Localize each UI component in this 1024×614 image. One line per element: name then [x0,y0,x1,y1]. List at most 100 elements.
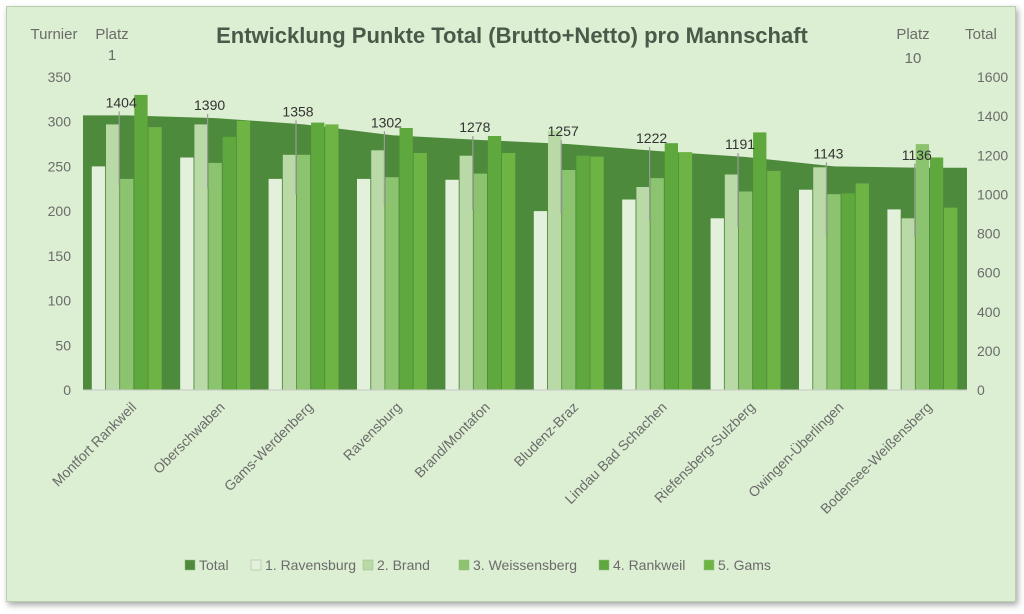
bar [738,191,753,390]
last-place-title: Platz [896,26,929,43]
bar [548,130,562,390]
right-axis: 0 200 400 600 800 1000 1200 1400 1600 [977,69,1008,398]
total-data-label: 1257 [548,123,579,139]
right-axis-tick-label: 600 [977,265,1001,281]
right-axis-tick-label: 1000 [977,186,1008,202]
bar [502,153,516,390]
legend-label: 2. Brand [377,557,430,573]
left-axis-tick-label: 50 [55,337,71,353]
total-data-label: 1222 [636,130,667,146]
category-labels: Montfort Rankweil OberschwabenGams-Werden… [49,398,935,517]
bars-layer [91,94,958,391]
total-data-label: 1358 [282,103,313,119]
bar [413,153,427,390]
bar [385,177,399,390]
category-label: Brand/Montafon [411,399,493,481]
bar [813,167,827,390]
bar [533,211,548,390]
bar [915,144,929,390]
total-data-label: 1136 [902,147,932,163]
bar [753,132,767,390]
bar [576,155,590,390]
bar [268,178,282,390]
bar [590,156,604,390]
first-place-value: 1 [108,47,116,64]
bar [445,179,459,390]
left-axis-tick-label: 150 [48,248,72,264]
chart-svg: 1404 1390 1358 1302 1278 1257 1222 1191 1143 1136… [31,23,1009,573]
bar [296,154,311,390]
bar [855,183,869,390]
category-label: Riefensberg-Sulzberg [651,399,758,506]
bar [459,155,473,390]
bar [944,207,958,390]
legend-swatch [184,559,196,571]
left-axis-tick-label: 350 [48,69,72,85]
legend-label: 5. Gams [718,557,771,573]
bar [282,154,297,390]
bar [134,94,148,391]
total-data-label: 1302 [371,114,402,130]
bar [222,136,236,390]
right-axis-tick-label: 1200 [977,147,1008,163]
bar [120,178,134,390]
bar [562,170,576,390]
bar [929,157,944,390]
left-corner-label: Turnier [31,26,78,43]
total-data-label: 1278 [459,119,490,135]
total-labels-layer: 1404 1390 1358 1302 1278 1257 1222 1191 1143 1136 [106,94,932,162]
bar [180,157,194,390]
left-axis: 0 50 100 150 200 250 300 350 [48,69,72,398]
bar [678,152,693,390]
right-axis-tick-label: 0 [977,382,985,398]
bar [887,209,901,390]
total-data-label: 1191 [725,136,755,152]
bar [710,218,724,390]
leader-lines-layer [118,111,916,238]
total-data-label: 1143 [813,145,843,161]
bar [901,218,915,390]
bar [91,166,106,390]
bar [487,136,502,390]
bar [664,143,678,390]
bar [194,124,208,391]
category-label: Bludenz-Braz [511,399,582,470]
left-axis-tick-label: 200 [48,203,72,219]
last-place-value: 10 [905,50,922,67]
legend: Total 1. Ravensburg 2. Brand 3. Weissensber… [184,557,771,573]
bar [622,199,636,390]
bar [357,178,371,390]
bar [106,124,120,391]
bar [473,173,487,390]
bar [236,120,251,391]
bar [311,122,325,390]
bar [724,174,739,390]
right-axis-tick-label: 1400 [977,108,1008,124]
bar [799,189,813,390]
right-corner-label: Total [965,26,997,43]
chart-title: Entwicklung Punkte Total (Brutto+Netto) … [216,23,808,48]
legend-swatch [250,559,262,571]
legend-label: 3. Weissensberg [473,557,577,573]
legend-label: 4. Rankweil [613,557,685,573]
left-axis-tick-label: 0 [63,382,71,398]
bar [371,150,385,390]
first-place-title: Platz [95,26,128,43]
bar [650,178,664,390]
category-label: Montfort Rankweil [49,399,140,490]
category-label: Gams-Werdenberg [221,399,316,494]
total-data-label: 1404 [106,94,137,110]
left-axis-tick-label: 250 [48,158,72,174]
right-axis-tick-label: 1600 [977,69,1008,85]
bar [636,187,650,390]
total-data-label: 1390 [194,97,225,113]
bar [325,124,339,391]
left-axis-tick-label: 300 [48,114,72,130]
bar [208,162,222,390]
legend-swatch [703,559,715,571]
chart-area: 1404 1390 1358 1302 1278 1257 1222 1191 1143 1136… [6,6,1016,602]
category-label: Owingen-Überlingen [744,398,846,500]
legend-label: 1. Ravensburg [265,557,356,573]
legend-swatch [598,559,610,571]
right-axis-tick-label: 200 [977,343,1001,359]
